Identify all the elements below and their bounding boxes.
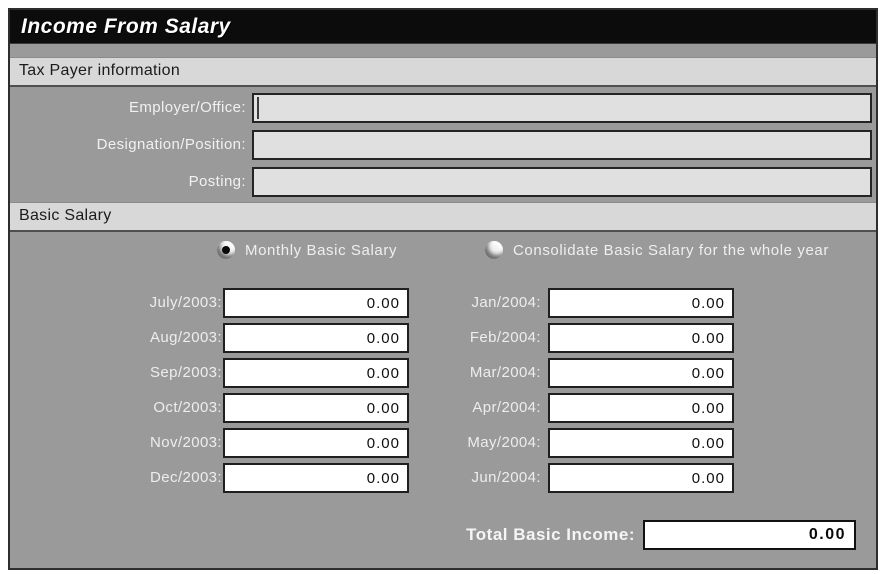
section-taxpayer-header: Tax Payer information	[10, 57, 876, 87]
month-input-may-2004[interactable]	[548, 428, 734, 458]
field-row-employer: Employer/Office:	[10, 93, 876, 123]
section-basic-salary-header: Basic Salary	[10, 202, 876, 232]
radio-consolidate-salary[interactable]: Consolidate Basic Salary for the whole y…	[485, 241, 829, 259]
month-input-jun-2004[interactable]	[548, 463, 734, 493]
month-input-july-2003[interactable]	[223, 288, 409, 318]
total-basic-income-input[interactable]	[643, 520, 856, 550]
month-row-2: Aug/2003: Feb/2004:	[10, 323, 876, 353]
month-label-dec-2003: Dec/2003:	[150, 469, 222, 486]
month-row-5: Nov/2003: May/2004:	[10, 428, 876, 458]
section-taxpayer-title: Tax Payer information	[19, 62, 181, 79]
month-label-july-2003: July/2003:	[149, 294, 222, 311]
employer-office-input[interactable]	[252, 93, 872, 123]
month-label-may-2004: May/2004:	[467, 434, 541, 451]
month-label-jun-2004: Jun/2004:	[471, 469, 541, 486]
month-input-jan-2004[interactable]	[548, 288, 734, 318]
field-row-posting: Posting:	[10, 167, 876, 197]
radio-consolidate-label: Consolidate Basic Salary for the whole y…	[513, 241, 829, 259]
month-row-6: Dec/2003: Jun/2004:	[10, 463, 876, 493]
radio-monthly-label: Monthly Basic Salary	[245, 241, 398, 259]
window-title-bar: Income From Salary	[10, 10, 876, 44]
month-label-jan-2004: Jan/2004:	[471, 294, 541, 311]
radio-selected-icon	[217, 241, 235, 259]
month-label-sep-2003: Sep/2003:	[150, 364, 222, 381]
month-input-sep-2003[interactable]	[223, 358, 409, 388]
month-input-apr-2004[interactable]	[548, 393, 734, 423]
posting-label: Posting:	[188, 173, 246, 190]
posting-input[interactable]	[252, 167, 872, 197]
month-input-aug-2003[interactable]	[223, 323, 409, 353]
total-basic-income-label: Total Basic Income:	[466, 525, 635, 544]
month-input-mar-2004[interactable]	[548, 358, 734, 388]
total-basic-income-row: Total Basic Income:	[10, 520, 876, 550]
month-label-mar-2004: Mar/2004:	[469, 364, 541, 381]
month-input-feb-2004[interactable]	[548, 323, 734, 353]
radio-unselected-icon	[485, 241, 503, 259]
field-row-designation: Designation/Position:	[10, 130, 876, 160]
month-row-4: Oct/2003: Apr/2004:	[10, 393, 876, 423]
employer-office-label: Employer/Office:	[129, 99, 246, 116]
month-label-nov-2003: Nov/2003:	[150, 434, 222, 451]
month-row-3: Sep/2003: Mar/2004:	[10, 358, 876, 388]
designation-position-label: Designation/Position:	[96, 136, 246, 153]
month-label-feb-2004: Feb/2004:	[469, 329, 541, 346]
designation-position-input[interactable]	[252, 130, 872, 160]
month-label-aug-2003: Aug/2003:	[150, 329, 222, 346]
radio-monthly-basic-salary[interactable]: Monthly Basic Salary	[217, 241, 397, 259]
month-input-oct-2003[interactable]	[223, 393, 409, 423]
month-label-oct-2003: Oct/2003:	[153, 399, 222, 416]
month-input-dec-2003[interactable]	[223, 463, 409, 493]
text-caret	[257, 97, 259, 119]
month-label-apr-2004: Apr/2004:	[472, 399, 541, 416]
month-input-nov-2003[interactable]	[223, 428, 409, 458]
salary-mode-radio-group: Monthly Basic Salary Consolidate Basic S…	[10, 241, 876, 263]
income-from-salary-window: Income From Salary Tax Payer information…	[8, 8, 878, 570]
month-row-1: July/2003: Jan/2004:	[10, 288, 876, 318]
section-basic-salary-title: Basic Salary	[19, 207, 112, 224]
window-title: Income From Salary	[21, 15, 231, 38]
